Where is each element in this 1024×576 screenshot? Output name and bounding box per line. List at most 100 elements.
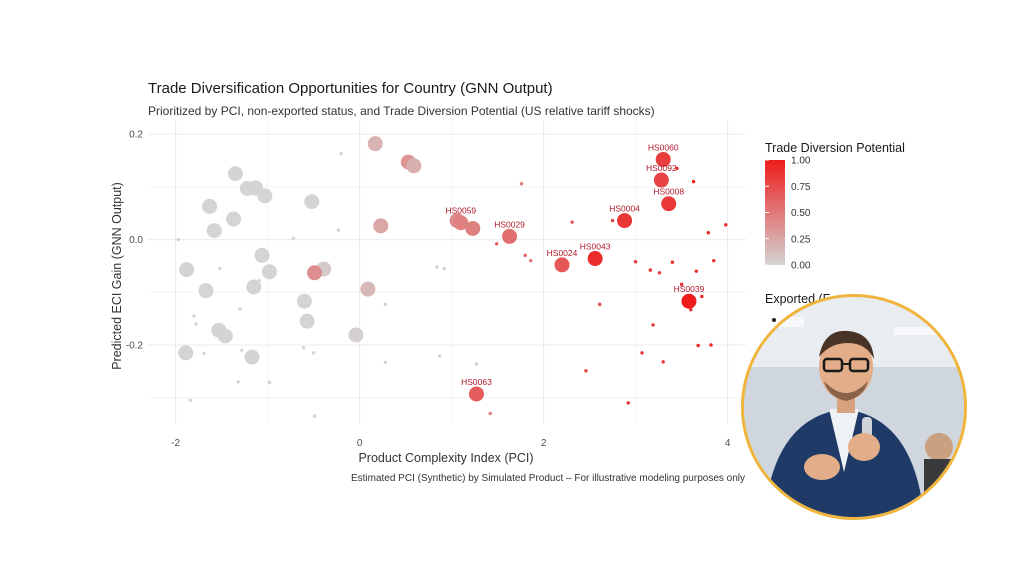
scatter-point-small [240,348,244,352]
scatter-point-small [657,271,662,275]
point-label: HS0043 [580,242,611,252]
scatter-point-large [202,198,218,214]
scatter-point-small [267,380,272,385]
scatter-point-small [383,360,388,365]
scatter-point-labeled [653,172,669,188]
scatter-point-small [519,182,524,186]
y-axis-ticks: -0.2 0.0 0.2 [126,130,144,352]
scatter-point-large [304,194,320,210]
scatter-point-small [192,314,196,318]
color-legend-tick-label: 0.00 [791,261,811,272]
point-label: HS0092 [646,163,677,173]
scatter-point-large [307,265,323,281]
color-legend-ticks: 0.00 0.25 0.50 0.75 1.00 [765,156,811,272]
scatter-point-labeled [661,196,677,212]
scatter-point-small [696,343,700,348]
scatter-point-small [610,218,615,223]
presenter-photo [744,297,964,517]
scatter-point-small [675,166,679,171]
y-tick-label: 0.0 [129,235,143,246]
scatter-point-small [691,179,696,184]
scatter-point-small [570,220,574,224]
scatter-point-large [227,166,243,182]
scatter-point-large [179,262,195,278]
scatter-point-labeled [587,251,603,267]
point-label: HS0024 [547,248,578,258]
small-points [176,151,728,418]
scatter-point-labeled [655,151,671,167]
scatter-point-small [236,380,240,384]
scatter-point-labeled [453,215,469,231]
scatter-point-small [383,302,388,307]
color-legend-tick-label: 0.50 [791,208,811,219]
scatter-point-small [312,414,317,418]
scatter-point-small [694,269,699,273]
large-points [178,136,481,365]
color-legend: Trade Diversion Potential 0.000.250.500.… [765,141,905,272]
point-label: HS0059 [445,206,476,216]
scatter-point-large [257,188,273,204]
chart-caption: Estimated PCI (Synthetic) by Simulated P… [351,473,745,484]
scatter-point-small [291,236,296,241]
scatter-point-labeled [617,213,633,229]
point-label: HS0004 [609,204,640,214]
x-tick-label: 0 [357,438,363,449]
scatter-point-small [301,345,306,350]
scatter-point-large [261,264,277,280]
scatter-point-large [406,158,422,174]
scatter-point-small [523,253,527,258]
y-tick-label: -0.2 [126,340,144,351]
x-axis-ticks: -2 0 2 4 [171,438,731,449]
scatter-point-large [198,283,214,299]
scatter-point-small [709,343,713,347]
x-tick-label: 4 [725,438,731,449]
scatter-point-small [435,265,439,269]
exported-legend-dot [772,318,776,322]
scatter-point-small [336,228,341,232]
scatter-point-small [706,231,710,235]
scatter-point-large [296,293,312,309]
scatter-point-labeled [554,257,570,273]
labeled-points [453,151,697,402]
scatter-point-large [360,281,376,297]
scatter-point-large [299,313,315,329]
scatter-point-large [465,220,481,236]
y-axis-title: Predicted ECI Gain (GNN Output) [110,182,124,370]
presenter-video-overlay [741,294,967,520]
scatter-point-small [724,223,728,227]
point-label: HS0039 [674,284,705,294]
scatter-point-small [679,282,684,287]
y-tick-label: 0.2 [129,130,143,141]
scatter-point-small [661,360,665,364]
scatter-point-small [194,322,198,326]
scatter-point-small [494,242,499,246]
scatter-point-large [254,247,270,263]
scatter-point-small [633,259,638,264]
scatter-point-labeled [681,293,697,309]
scatter-point-labeled [502,228,518,244]
point-labels: HS0060 HS0092 HS0008 HS0004 HS0059 HS0029 HS00… [445,142,704,386]
scatter-point-large [217,328,233,344]
point-label: HS0008 [653,187,684,197]
scatter-point-large [244,349,260,365]
scatter-point-small [584,369,588,373]
color-legend-tick-label: 1.00 [791,156,811,167]
scatter-point-small [626,401,630,405]
scatter-point-large [348,327,364,343]
x-axis-title: Product Complexity Index (PCI) [358,451,533,465]
color-legend-tick-label: 0.75 [791,182,811,193]
scatter-point-large [226,211,242,227]
point-label: HS0060 [648,142,679,152]
scatter-point-small [474,362,479,366]
scatter-point-large [246,279,262,295]
scatter-point-small [712,258,716,263]
scatter-point-small [311,351,316,355]
scatter-point-large [178,345,194,361]
scatter-point-small [202,351,206,356]
gridlines [148,121,746,424]
scatter-point-small [218,266,222,271]
scatter-point-small [238,307,242,311]
scatter-point-small [339,151,343,156]
scatter-point-small [598,302,602,307]
scatter-point-small [651,323,655,327]
